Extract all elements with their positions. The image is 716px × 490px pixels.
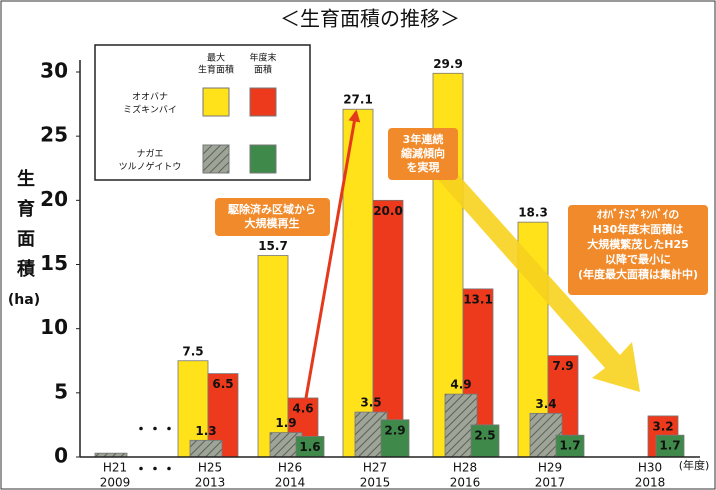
annotation-box <box>388 128 458 180</box>
annotation: を実現 <box>407 160 440 174</box>
data-label: 20.0 <box>373 204 403 218</box>
x-tick-sublabel: 2015 <box>360 476 391 490</box>
x-tick-sublabel: 2017 <box>535 476 566 490</box>
data-label: 1.7 <box>659 439 680 453</box>
data-label: 4.9 <box>450 378 471 392</box>
annotation: 縮減傾向 <box>401 146 445 160</box>
y-tick-label: 15 <box>40 251 68 275</box>
x-tick-sublabel: 2014 <box>275 476 306 490</box>
data-label: 6.5 <box>212 377 233 391</box>
data-label: 3.5 <box>360 396 381 410</box>
bar <box>257 255 289 458</box>
annotation: 大規模繁茂したH25 <box>587 237 689 251</box>
x-tick-label: H25 <box>198 461 222 475</box>
legend-header: 生育面積 <box>198 64 234 76</box>
y-tick-label: 5 <box>54 379 68 403</box>
bar <box>470 424 500 458</box>
y-tick-label: 25 <box>40 123 68 147</box>
annotation: 以降で最小に <box>605 252 671 266</box>
data-label: 18.3 <box>518 206 548 220</box>
annotation: (年度最大面積は集計中) <box>578 267 698 281</box>
annotation: 3年連続 <box>403 132 444 146</box>
y-unit: (ha) <box>8 292 40 308</box>
data-label: 29.9 <box>433 57 463 71</box>
legend-header: 面積 <box>254 64 272 76</box>
data-label: 15.7 <box>258 239 288 253</box>
x-tick-label: H21 <box>103 461 127 475</box>
annotation-box <box>568 205 708 295</box>
y-axis-label: 面 <box>17 229 35 250</box>
x-tick-label: H29 <box>538 461 562 475</box>
legend-swatch <box>249 144 277 174</box>
annotation-box <box>215 198 330 236</box>
legend-entry: ミズキンバイ <box>123 104 177 116</box>
x-tick-label: H28 <box>453 461 477 475</box>
data-label: 13.1 <box>463 292 493 306</box>
x-tick-sublabel: 2016 <box>450 476 481 490</box>
gap-marker: ・・・ <box>134 422 176 438</box>
data-label: 3.4 <box>535 397 556 411</box>
x-tick-label: H27 <box>363 461 387 475</box>
y-tick-label: 0 <box>54 444 68 468</box>
arrow <box>425 152 640 392</box>
legend-entry: ナガエ <box>136 149 163 160</box>
annotation: 大規模再生 <box>245 216 300 230</box>
y-tick-label: 30 <box>40 59 68 83</box>
legend-swatch <box>202 144 230 174</box>
bar <box>189 439 223 458</box>
bar <box>380 419 410 458</box>
legend-header: 年度末 <box>249 52 276 64</box>
y-axis-label: 育 <box>17 198 35 220</box>
arrow <box>304 109 361 399</box>
annotation: 駆除済み区域から <box>228 202 316 216</box>
data-label: 3.2 <box>652 419 673 433</box>
data-label: 1.3 <box>195 424 216 438</box>
x-tick-sublabel: 2013 <box>195 476 226 490</box>
data-label: 27.1 <box>343 93 373 107</box>
gap-marker: ・・・ <box>134 462 176 478</box>
data-label: 7.9 <box>552 359 573 373</box>
legend-entry: ツルノゲイトウ <box>119 161 182 173</box>
data-label: 7.5 <box>182 344 203 358</box>
y-tick-label: 20 <box>40 187 68 211</box>
legend-swatch <box>202 87 230 117</box>
data-label: 2.5 <box>474 428 495 442</box>
annotation: H30年度末面積は <box>593 222 684 236</box>
data-label: 2.9 <box>384 423 405 437</box>
data-label: 1.7 <box>559 439 580 453</box>
data-label: 4.6 <box>292 401 313 415</box>
x-unit: (年度) <box>679 458 710 472</box>
x-tick-sublabel: 2009 <box>100 476 131 490</box>
annotation: ｵｵﾊﾞﾅﾐｽﾞｷﾝﾊﾞｲの <box>597 207 680 221</box>
chart-title: ＜生育面積の推移＞ <box>280 7 460 31</box>
data-label: 1.6 <box>299 440 320 454</box>
x-tick-label: H26 <box>278 461 302 475</box>
legend-swatch <box>249 87 277 117</box>
data-label: 1.9 <box>275 416 296 430</box>
x-tick-sublabel: 2018 <box>635 476 666 490</box>
y-tick-label: 10 <box>40 315 68 339</box>
legend-header: 最大 <box>207 52 225 64</box>
legend-entry: オオバナ <box>132 92 168 103</box>
x-tick-label: H30 <box>638 461 662 475</box>
y-axis-label: 積 <box>16 258 36 280</box>
y-axis-label: 生 <box>17 168 35 190</box>
